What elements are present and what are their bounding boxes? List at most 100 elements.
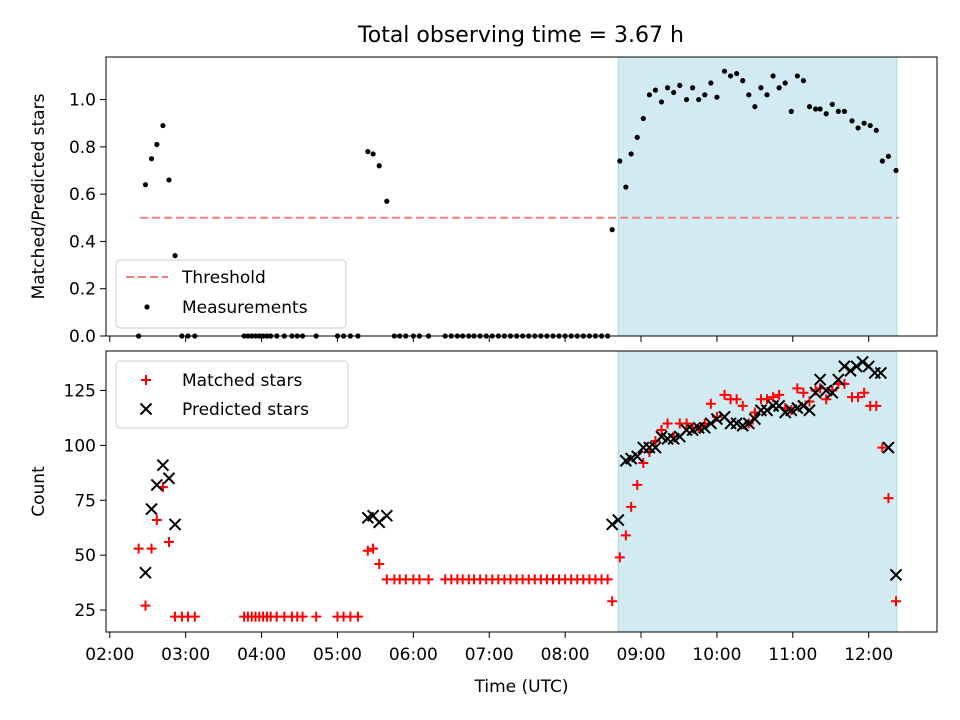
data-point: [189, 611, 200, 622]
data-point: [605, 518, 619, 531]
data-point: [690, 85, 696, 91]
count-panel: 25 50 75 100 125 02:00 03:00 04:00 05:00 06:00 07:…: [29, 350, 938, 697]
data-point: [352, 611, 363, 622]
data-point: [885, 153, 892, 159]
data-point: [889, 568, 903, 582]
data-point: [764, 92, 770, 98]
data-point: [797, 399, 810, 413]
data-point: [168, 518, 182, 531]
data-point: [760, 404, 774, 417]
data-point: [746, 92, 752, 98]
axes-frame: [105, 350, 938, 633]
y-axis-label: Count: [29, 466, 49, 517]
x-tick-label: 06:00: [389, 645, 438, 665]
data-point: [602, 574, 613, 585]
legend-box: [115, 360, 349, 429]
highlight-span: [617, 350, 898, 633]
data-point: [148, 156, 155, 162]
y-tick-label: 125: [64, 382, 96, 402]
data-point: [638, 457, 649, 468]
series-measurements: [136, 68, 899, 339]
data-point: [798, 387, 809, 398]
data-point: [806, 104, 813, 110]
data-point: [140, 600, 151, 611]
data-point: [614, 552, 625, 563]
data-point: [877, 442, 888, 453]
data-point: [612, 513, 625, 527]
data-point: [752, 104, 758, 110]
axes-frame: [105, 56, 938, 337]
data-point: [758, 85, 764, 91]
y-tick-label: 0.4: [69, 232, 96, 252]
y-tick-label: 0.2: [69, 280, 96, 300]
data-point: [740, 78, 746, 84]
x-tick-label: 04:00: [237, 645, 286, 665]
data-point: [658, 99, 665, 105]
y-tick-label: 1.0: [69, 91, 96, 111]
data-point: [677, 82, 683, 88]
legend: Threshold Measurements: [115, 259, 347, 329]
data-point: [139, 566, 152, 579]
data-point: [634, 134, 640, 140]
data-point: [370, 151, 376, 157]
data-point: [839, 378, 850, 389]
data-point: [742, 417, 755, 430]
data-point: [705, 398, 716, 409]
data-point: [731, 394, 742, 405]
data-point: [702, 92, 708, 98]
series-matched-stars: [133, 378, 902, 622]
data-point: [809, 386, 822, 399]
data-point: [782, 80, 788, 86]
data-point: [714, 94, 720, 100]
data-point: [882, 441, 895, 454]
data-point: [813, 373, 827, 386]
data-point: [861, 120, 867, 126]
data-point: [719, 389, 730, 400]
data-point: [844, 364, 857, 377]
data-point: [871, 400, 882, 411]
data-point: [362, 545, 373, 556]
data-point: [656, 425, 667, 436]
data-point: [803, 404, 816, 417]
data-point: [891, 596, 902, 607]
data-point: [374, 558, 385, 569]
data-point: [838, 360, 851, 373]
data-point: [800, 78, 807, 84]
y-tick-label: 0.6: [69, 185, 96, 205]
legend-label: Threshold: [181, 268, 266, 288]
legend-label: Measurements: [182, 298, 308, 318]
data-point: [855, 125, 861, 131]
data-point: [704, 417, 718, 430]
data-point: [311, 611, 322, 622]
data-point: [762, 394, 773, 405]
data-point: [826, 386, 839, 399]
data-point: [794, 73, 800, 79]
data-point: [835, 108, 841, 114]
data-point: [154, 141, 160, 148]
data-point: [145, 502, 158, 516]
data-point: [792, 383, 803, 394]
data-point: [423, 574, 434, 585]
data-point: [662, 418, 673, 429]
data-point: [734, 70, 740, 77]
highlight-span: [617, 56, 898, 337]
data-point: [162, 472, 176, 485]
legend-matched-swatch: [141, 375, 151, 385]
data-point: [776, 85, 782, 91]
data-point: [626, 501, 637, 512]
data-point: [623, 184, 629, 190]
data-point: [160, 122, 166, 129]
ratio-panel: 0.0 0.2 0.4 0.6 0.8 1.0 Matched/Predicted star…: [29, 56, 938, 347]
data-point: [671, 89, 677, 96]
data-point: [770, 73, 776, 79]
data-point: [748, 412, 762, 426]
data-point: [721, 68, 728, 74]
data-point: [879, 158, 885, 164]
data-point: [368, 543, 379, 554]
legend-label: Predicted stars: [182, 400, 309, 420]
data-point: [632, 479, 643, 490]
data-point: [365, 148, 371, 155]
data-point: [142, 182, 149, 188]
data-point: [873, 127, 879, 133]
